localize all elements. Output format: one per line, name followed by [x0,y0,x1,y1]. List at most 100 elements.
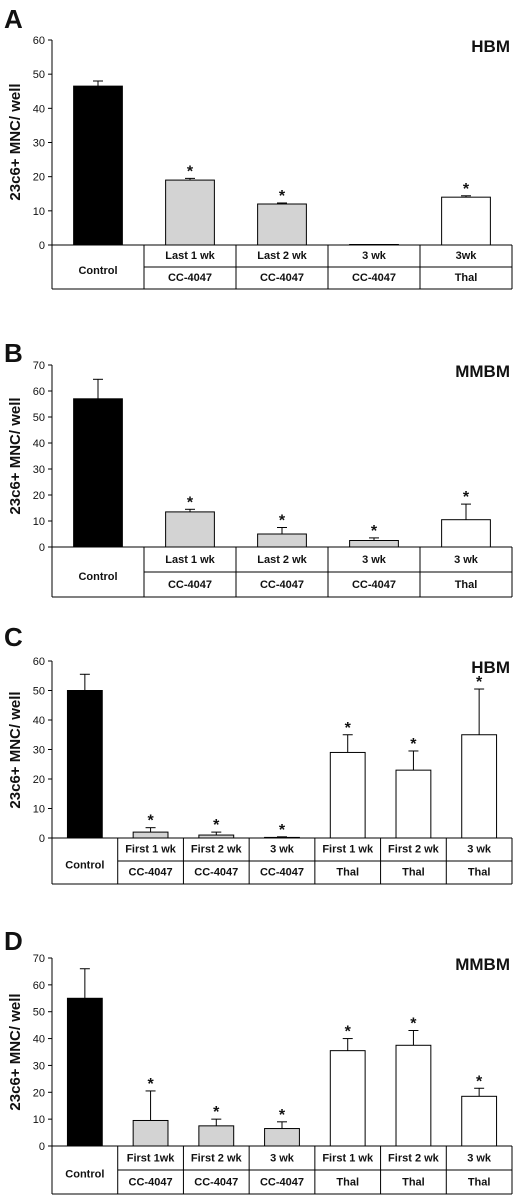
panel-c-group-label: CC-4047 [129,867,173,879]
panel-c-significance-star: * [410,736,417,753]
panel-c-bar [132,831,169,839]
panel-d-significance-star: * [147,1076,154,1093]
panel-a-ytick-label: 0 [39,240,45,252]
panel-d-category-label: Control [65,1169,104,1181]
panel-c-ylabel: 23c6+ MNC/ well [7,691,24,808]
panel-d-ytick-label: 20 [33,1087,45,1099]
panel-b-bar [257,533,307,548]
panel-d-category-label: 3 wk [270,1152,295,1164]
panel-c-ytick-label: 10 [33,804,45,816]
panel-c-significance-star: * [279,822,286,839]
panel-d-bar [264,1128,300,1147]
panel-b-significance-star: * [371,523,378,540]
panel-c-bar [66,690,103,839]
panel-b-ytick-label: 30 [33,464,45,476]
panel-b-significance-star: * [279,513,286,530]
panel-d-category-label: First 2 wk [191,1152,243,1164]
panel-d-group-label: Thal [336,1176,359,1188]
panel-d-category-label: First 2 wk [388,1152,440,1164]
panel-c-category-label: 3 wk [270,844,295,856]
panel-a-ytick-label: 10 [33,206,45,218]
panel-a-significance-star: * [463,181,470,198]
panel-a-ylabel: 23c6+ MNC/ well [7,83,24,200]
panel-b-ytick-label: 0 [39,542,45,554]
panel-a-bar [73,85,123,246]
panel-a-bar [257,203,307,246]
panel-d-significance-star: * [476,1073,483,1090]
panel-b-ytick-label: 70 [33,360,45,372]
panel-d-bar [461,1095,498,1147]
panel-b-significance-star: * [463,489,470,506]
panel-b-ytick-label: 60 [33,386,45,398]
panel-c-significance-star: * [147,813,154,830]
panel-a-category-label: Control [78,265,117,277]
panel-d-significance-star: * [279,1107,286,1124]
panel-d-group-label: Thal [402,1176,425,1188]
panel-d-significance-star: * [345,1024,352,1041]
panel-d-group-label: CC-4047 [129,1176,173,1188]
panel-a-group-label: CC-4047 [260,272,304,284]
panel-d-significance-star: * [410,1016,417,1033]
panel-c-group-label: CC-4047 [194,867,238,879]
panel-c-category-label: First 2 wk [191,844,243,856]
panel-d-ytick-label: 60 [33,980,45,992]
panel-c-significance-star: * [213,817,220,834]
panel-d-category-label: First 1 wk [322,1152,374,1164]
panel-c-letter: C [4,622,23,652]
panel-a-category-label: 3wk [456,250,478,262]
panel-b-group-label: CC-4047 [352,579,396,591]
panel-d-ylabel: 23c6+ MNC/ well [7,993,24,1110]
panel-b-group-label: Thal [455,579,478,591]
panel-a-bar [349,244,399,246]
panel-a-bar [441,196,491,246]
panel-c-category-label: 3 wk [467,844,492,856]
panel-c-bar [198,834,235,839]
panel-c-significance-star: * [476,674,483,691]
panel-d-group-label: Thal [468,1176,491,1188]
panel-d-category-label: First 1wk [127,1152,176,1164]
panel-a-significance-star: * [279,188,286,205]
panel-c-ytick-label: 40 [33,715,45,727]
panel-d-bar [66,997,103,1147]
panel-a-category-label: Last 2 wk [257,250,307,262]
panel-b-ytick-label: 20 [33,490,45,502]
panel-d-title: MMBM [455,955,510,974]
panel-a-category-label: Last 1 wk [165,250,215,262]
panel-c-group-label: Thal [402,867,425,879]
panel-a-bar [165,179,215,246]
panel-b-group-label: CC-4047 [168,579,212,591]
panel-a-title: HBM [471,37,510,56]
panel-a-category-label: 3 wk [362,250,387,262]
panel-b-bar [349,540,399,548]
panel-b-title: MMBM [455,362,510,381]
panel-b-category-label: 3 wk [454,554,479,566]
panel-d-ytick-label: 0 [39,1141,45,1153]
panel-c-group-label: CC-4047 [260,867,304,879]
panel-a-ytick-label: 60 [33,35,45,47]
panel-a-ytick-label: 40 [33,103,45,115]
panel-c-ytick-label: 20 [33,774,45,786]
panel-b-bar [441,519,491,548]
panel-c-ytick-label: 50 [33,686,45,698]
panel-d-ytick-label: 40 [33,1034,45,1046]
panel-b-category-label: Last 1 wk [165,554,215,566]
panel-a-group-label: CC-4047 [352,272,396,284]
panel-c-bar [395,769,432,839]
panel-a-ytick-label: 20 [33,172,45,184]
panel-b-ytick-label: 50 [33,412,45,424]
panel-b-ylabel: 23c6+ MNC/ well [7,397,24,514]
panel-d-bar [395,1044,432,1147]
panel-a-significance-star: * [187,163,194,180]
panel-b-category-label: 3 wk [362,554,387,566]
panel-c-group-label: Thal [468,867,491,879]
panel-d-group-label: CC-4047 [194,1176,238,1188]
panel-c-category-label: First 1 wk [125,844,177,856]
panel-b-bar [165,511,215,548]
panel-d-significance-star: * [213,1104,220,1121]
panel-b-bar [73,398,123,548]
panel-c-title: HBM [471,658,510,677]
panel-d-bar [132,1119,169,1147]
panel-a-group-label: CC-4047 [168,272,212,284]
panel-c-significance-star: * [345,720,352,737]
